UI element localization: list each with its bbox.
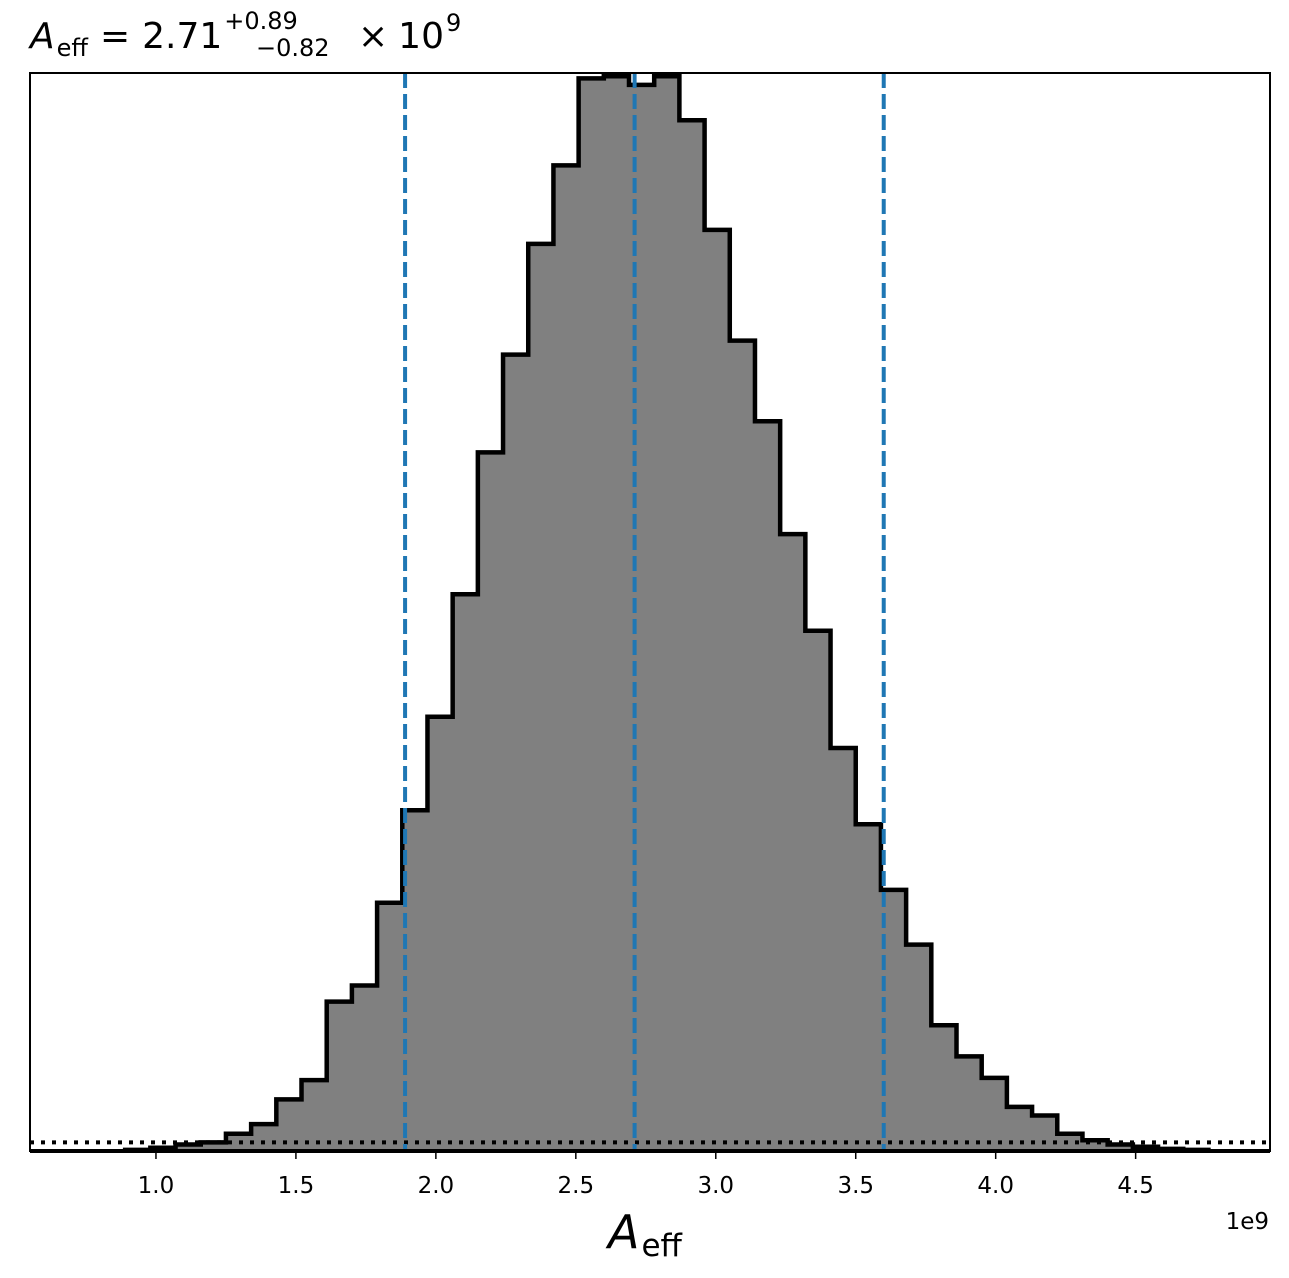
histogram-bar (276, 1099, 303, 1151)
x-axis-label-sub: eff (641, 1228, 682, 1264)
histogram-bar (477, 452, 504, 1151)
x-axis-label-symbol: A (605, 1205, 639, 1259)
histogram-bar (679, 120, 706, 1151)
histogram-bar (200, 1142, 227, 1151)
histogram-bar (1057, 1133, 1083, 1151)
histogram-bar (906, 944, 932, 1151)
title-symbol-sub: eff (57, 34, 89, 62)
x-tick-label: 4.5 (1117, 1173, 1154, 1199)
x-tick-label: 2.5 (558, 1173, 595, 1199)
histogram-bar (855, 824, 882, 1151)
histogram-bar (175, 1144, 202, 1151)
x-axis: 1.0 1.5 2.0 2.5 3.0 3.5 4.0 4.5 (30, 1149, 1270, 1199)
histogram-bar (578, 78, 605, 1151)
histogram-bar (503, 354, 529, 1151)
x-tick-label: 3.0 (697, 1173, 734, 1199)
histogram-bar (830, 747, 857, 1151)
histogram-bar (754, 421, 781, 1151)
x-tick-label: 1.0 (138, 1173, 175, 1199)
histogram-bar (225, 1133, 252, 1151)
x-tick-label: 3.5 (837, 1173, 874, 1199)
x-tick-label: 1.5 (278, 1173, 315, 1199)
svg-text:×109: × 109 (358, 9, 461, 57)
histogram-bar (1032, 1115, 1058, 1151)
histogram-bar (981, 1077, 1008, 1151)
histogram-bar (1082, 1140, 1109, 1151)
histogram-bar (729, 340, 756, 1151)
histogram-bar (251, 1124, 277, 1151)
title-equals: = (100, 16, 130, 57)
histogram-bar (553, 165, 580, 1151)
chart-title: Aeff = 2.71+0.89 −0.82 × 109 (28, 7, 461, 62)
data-layer (30, 73, 1270, 1151)
histogram-bar (1107, 1144, 1134, 1151)
title-exponent: 9 (446, 9, 461, 37)
histogram-bar (301, 1080, 328, 1151)
histogram-bar (654, 76, 680, 1151)
title-median: 2.71 (142, 16, 222, 57)
x-axis-label: Aeff (605, 1205, 683, 1264)
histogram-bar (603, 76, 630, 1151)
title-times: × (358, 16, 388, 57)
histogram-bar (704, 229, 731, 1151)
title-upper-err: +0.89 (224, 7, 298, 35)
histogram-bar (931, 1025, 958, 1151)
svg-text:Aeff=2.71+0.89: Aeff = 2.71+0.89 (28, 7, 298, 62)
histogram-bar (780, 534, 806, 1151)
histogram-bar (326, 1001, 353, 1151)
histogram-bar (377, 902, 403, 1151)
title-lower-err: −0.82 (256, 34, 330, 62)
histogram-bar (351, 985, 378, 1151)
histogram-bar (452, 594, 479, 1151)
histogram-outline (122, 73, 1211, 1151)
histogram-bar (427, 716, 454, 1151)
x-tick-label: 2.0 (418, 1173, 455, 1199)
x-offset-label: 1e9 (1226, 1209, 1269, 1235)
histogram-bar (805, 630, 832, 1151)
histogram-bar (956, 1056, 983, 1151)
title-base: 10 (398, 16, 444, 57)
histogram-bar (528, 243, 554, 1151)
x-tick-label: 4.0 (977, 1173, 1014, 1199)
title-symbol: A (28, 16, 55, 57)
